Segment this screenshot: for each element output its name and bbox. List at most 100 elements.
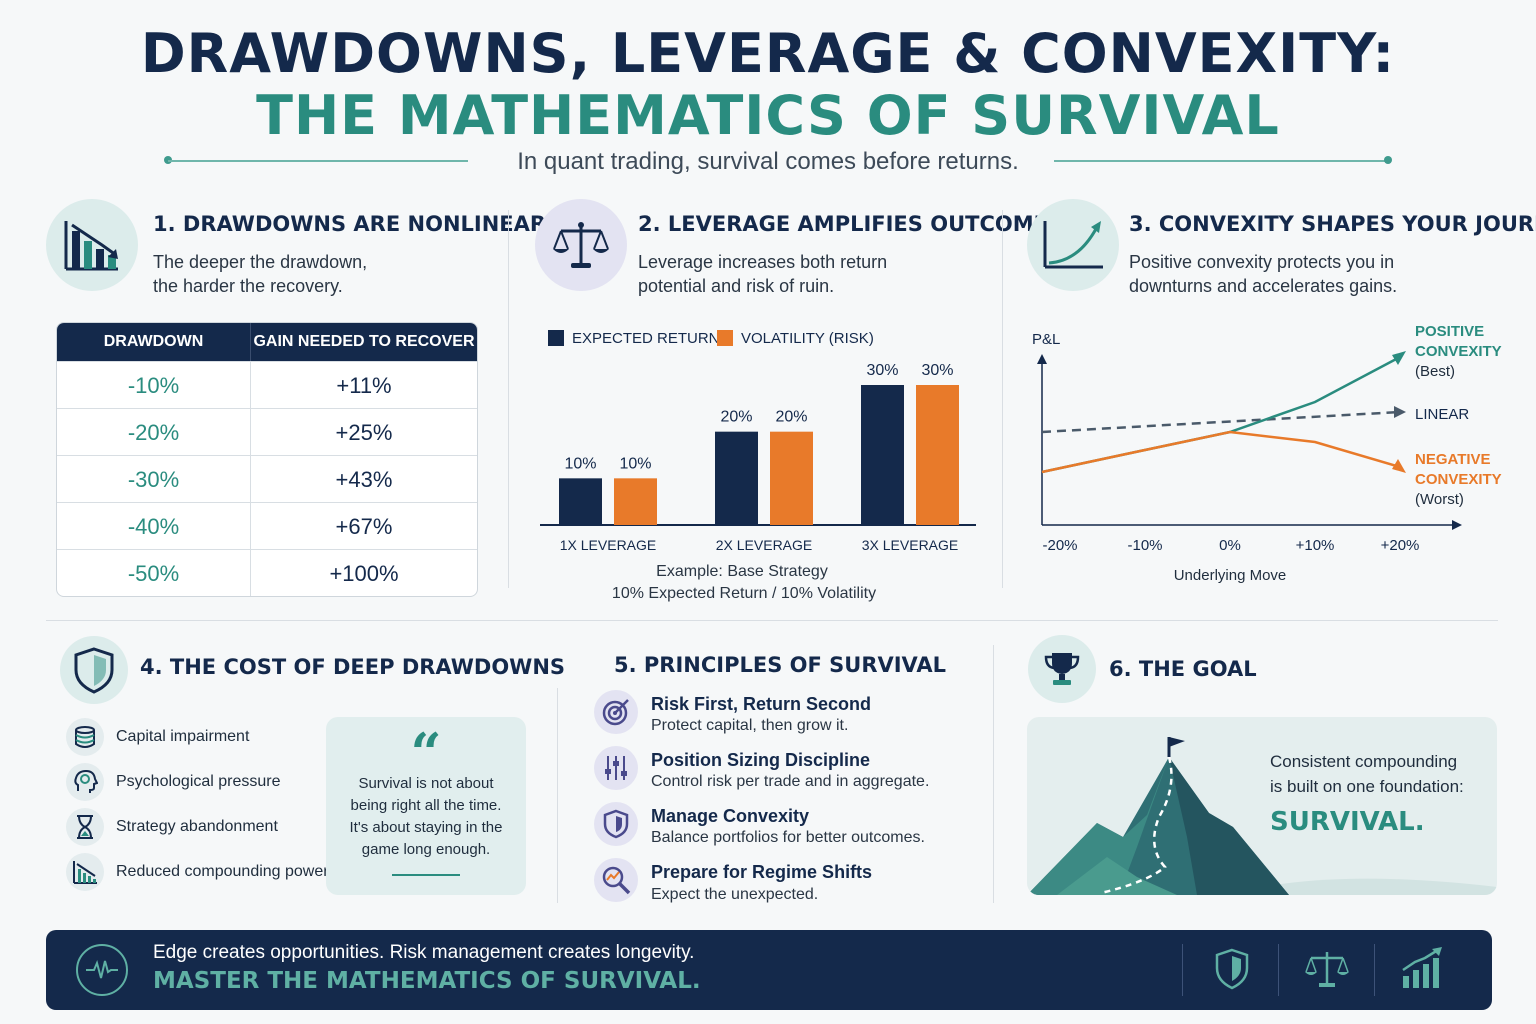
table-row: -30% +43% xyxy=(57,455,477,503)
column-divider xyxy=(993,645,994,903)
section2-desc-2: potential and risk of ruin. xyxy=(638,276,835,296)
column-header-gain: GAIN NEEDED TO RECOVER xyxy=(253,333,475,350)
legend-label-expected-return: EXPECTED RETURN xyxy=(572,330,720,347)
declining-bar-chart-icon xyxy=(46,199,138,291)
section2-title: 2. LEVERAGE AMPLIFIES OUTCOMES xyxy=(638,212,1064,236)
cost-item-label: Strategy abandonment xyxy=(116,818,278,835)
bar-category-label: 2X LEVERAGE xyxy=(716,537,813,553)
row-divider xyxy=(46,620,1498,621)
bar-data-label: 10% xyxy=(619,455,651,472)
section2-desc-1: Leverage increases both return xyxy=(638,252,888,272)
target-icon xyxy=(594,690,638,734)
section6-title: 6. THE GOAL xyxy=(1109,657,1257,681)
series-note-positive: (Best) xyxy=(1415,363,1455,380)
table-row: -20% +25% xyxy=(57,408,477,456)
shield-icon xyxy=(60,636,128,704)
section4-title: 4. THE COST OF DEEP DRAWDOWNS xyxy=(140,655,566,679)
magnifier-chart-icon xyxy=(594,858,638,902)
column-divider xyxy=(508,210,509,588)
table-row: -50% +100% xyxy=(57,549,477,596)
drawdown-cell: -30% xyxy=(57,455,251,503)
subtitle-line-right xyxy=(1054,160,1388,162)
quote-line: Survival is not about xyxy=(358,775,494,792)
series-arrow-linear xyxy=(1394,406,1406,418)
section5-title: 5. PRINCIPLES OF SURVIVAL xyxy=(614,653,947,677)
principle-title: Risk First, Return Second xyxy=(651,694,872,714)
drawdown-cell: -40% xyxy=(57,502,251,550)
gain-cell: +43% xyxy=(335,466,393,492)
bar-category-label: 3X LEVERAGE xyxy=(862,537,959,553)
drawdown-cell: -20% xyxy=(57,408,251,456)
growth-chart-icon xyxy=(1400,946,1444,995)
drawdown-cell: -50% xyxy=(57,549,251,596)
series-label-linear: LINEAR xyxy=(1415,406,1469,423)
declining-chart-icon xyxy=(66,853,104,891)
cost-item-label: Capital impairment xyxy=(116,728,250,745)
footer-divider xyxy=(1278,944,1279,996)
y-axis-label: P&L xyxy=(1032,331,1060,348)
balance-scale-icon xyxy=(535,199,627,291)
section1-desc-2: the harder the recovery. xyxy=(153,276,343,296)
chart-note-1: Example: Base Strategy xyxy=(656,563,828,580)
coin-stack-icon xyxy=(66,718,104,756)
footer-line2: MASTER THE MATHEMATICS OF SURVIVAL. xyxy=(153,968,701,994)
gain-cell: +11% xyxy=(336,372,392,398)
sliders-icon xyxy=(594,746,638,790)
quote-card: “ Survival is not about being right all … xyxy=(326,717,526,895)
goal-card: Consistent compounding is built on one f… xyxy=(1027,717,1497,895)
principle-title: Position Sizing Discipline xyxy=(651,750,871,770)
column-header-drawdown: DRAWDOWN xyxy=(57,323,251,361)
gain-cell: +25% xyxy=(335,419,393,445)
cost-item-label: Psychological pressure xyxy=(116,773,281,790)
series-arrow-positive xyxy=(1392,351,1406,365)
bar-volatility xyxy=(614,478,657,525)
bar-data-label: 30% xyxy=(866,362,898,379)
principle-title: Prepare for Regime Shifts xyxy=(651,862,873,882)
series-label-positive: POSITIVE xyxy=(1415,323,1484,340)
section3-desc-1: Positive convexity protects you in xyxy=(1129,252,1395,272)
x-tick-label: -10% xyxy=(1127,537,1162,554)
legend-swatch-expected-return xyxy=(548,330,564,346)
shield-icon xyxy=(1214,948,1250,995)
hourglass-icon xyxy=(66,808,104,846)
bar-volatility xyxy=(770,431,813,525)
quote-line: It's about staying in the xyxy=(349,819,503,836)
subtitle-line-left xyxy=(168,160,468,162)
quote-mark: “ xyxy=(410,721,442,785)
bar-data-label: 30% xyxy=(921,362,953,379)
footer-divider xyxy=(1182,944,1183,996)
head-brain-icon xyxy=(66,763,104,801)
column-divider xyxy=(557,688,558,903)
drawdown-table: DRAWDOWN GAIN NEEDED TO RECOVER -10% +11%… xyxy=(56,322,478,597)
bar-category-label: 1X LEVERAGE xyxy=(560,537,657,553)
column-divider xyxy=(1002,210,1003,588)
x-tick-label: +20% xyxy=(1381,537,1420,554)
shield-icon xyxy=(594,802,638,846)
leverage-bar-chart: 10% 10% 1X LEVERAGE 20% 20% 2X LEVERAGE 30% 30%… xyxy=(540,362,976,553)
bar-volatility xyxy=(916,385,959,525)
table-header: DRAWDOWN GAIN NEEDED TO RECOVER xyxy=(57,323,477,361)
goal-text-line: Consistent compounding xyxy=(1270,752,1458,771)
page-subtitle: In quant trading, survival comes before … xyxy=(517,148,1019,175)
series-label-negative: NEGATIVE xyxy=(1415,451,1491,468)
balance-scale-icon xyxy=(1304,948,1350,995)
footer-divider xyxy=(1374,944,1375,996)
convexity-line-chart: P&L -20% -10% 0% +10% +20% Underlying Move POSI… xyxy=(1032,323,1502,584)
quote-underline xyxy=(392,874,460,876)
gain-cell: +67% xyxy=(335,513,393,539)
section1-title: 1. DRAWDOWNS ARE NONLINEAR xyxy=(153,212,547,236)
footer-banner: Edge creates opportunities. Risk managem… xyxy=(46,930,1492,1010)
quote-line: being right all the time. xyxy=(350,797,502,814)
quote-text: Survival is not about being right all th… xyxy=(326,773,526,861)
x-tick-label: -20% xyxy=(1042,537,1077,554)
goal-highlight: SURVIVAL. xyxy=(1270,807,1425,837)
bar-expected-return xyxy=(861,385,904,525)
x-tick-label: +10% xyxy=(1296,537,1335,554)
principle-desc: Balance portfolios for better outcomes. xyxy=(651,829,925,846)
footer-line1: Edge creates opportunities. Risk managem… xyxy=(153,942,695,963)
x-axis-arrow xyxy=(1452,520,1462,530)
goal-text: Consistent compounding is built on one f… xyxy=(1270,749,1464,799)
bar-data-label: 20% xyxy=(775,409,807,426)
series-line-linear xyxy=(1041,410,1401,434)
section1-desc-1: The deeper the drawdown, xyxy=(153,252,368,272)
